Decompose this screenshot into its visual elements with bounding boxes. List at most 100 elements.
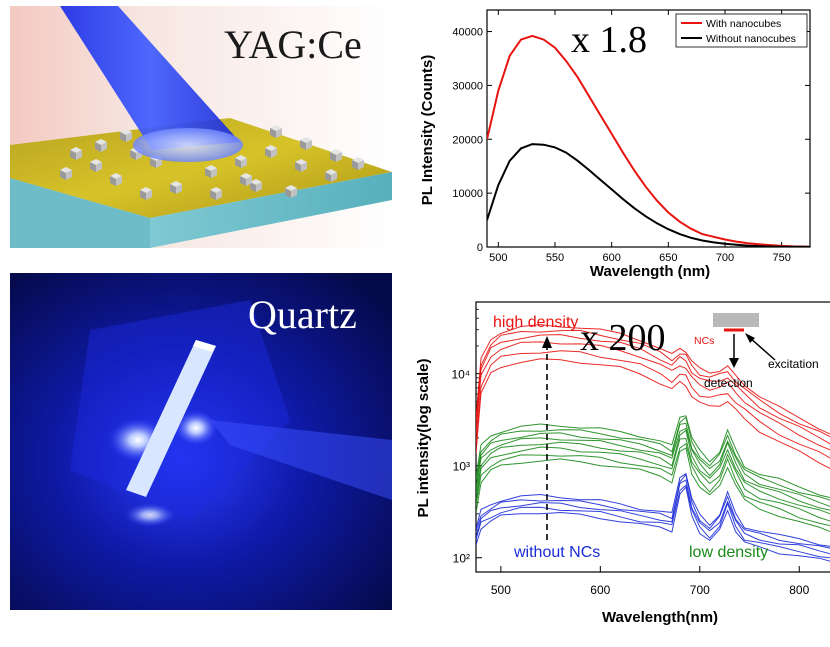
nanocube-side [66,170,72,180]
spectrum-without-NCs [476,472,830,547]
nanocube-side [271,148,277,158]
nanocube-side [241,158,247,168]
measurement-inset: NCs excitation detection [694,313,819,390]
quartz-slab-edge [193,340,216,352]
nanocube-side [170,184,176,194]
inset-excitation-label: excitation [768,357,819,371]
nanocube-side [90,162,96,172]
nanocube-side [60,170,66,180]
x-tick-label-b: 650 [659,252,677,264]
nanocube-side [110,176,116,186]
spectrum-without-NCs [476,484,830,559]
nanocube-side [295,162,301,172]
legend-with-nanocubes: With nanocubes [706,18,781,30]
x-tick-label-b: 700 [716,252,734,264]
nanocube-side [210,190,216,200]
panel-a-label: YAG:Ce [224,22,362,67]
x-tick-label-d: 800 [789,583,809,597]
nanocube-side [76,150,82,160]
nanocube-side [211,168,217,178]
x-axis-label-b: Wavelength (nm) [590,263,710,280]
spectrum-high-density [476,358,830,470]
spectrum-low-density [476,427,830,511]
x-tick-label-d: 700 [690,583,710,597]
nanocube-side [358,160,364,170]
plot-frame-d [475,301,830,573]
nanocube-side [216,190,222,200]
nanocube-side [156,158,162,168]
enhancement-factor-b: x 1.8 [571,19,647,61]
y-axis-label-b: PL Intensity (Counts) [419,55,436,206]
nanocube-side [250,182,256,192]
y-axis-label-d: PL intensity(log scale) [415,359,432,518]
nanocube-side [120,132,126,142]
series-without-nanocubes [487,143,810,247]
spectrum-without-NCs [476,479,830,555]
panel-yag-illustration: YAG:Ce [10,6,392,248]
nanocube-side [291,188,297,198]
spectrum-high-density [476,341,830,451]
y-tick-label-d: 10³ [453,460,470,474]
inset-detection-arrowhead [729,358,739,368]
nanocube-side [116,176,122,186]
nanocube-side [325,172,331,182]
nanocube-side [150,158,156,168]
spectrum-low-density [476,437,830,522]
spectrum-low-density [476,422,830,507]
nanocube-side [205,168,211,178]
nanocube-side [301,162,307,172]
laser-spot [133,128,243,162]
y-tick-label-b: 40000 [452,27,483,39]
nanocube-array [60,125,364,200]
substrate-side [10,178,150,248]
spectrum-high-density [476,329,830,438]
spectrum-without-NCs [476,486,830,562]
y-tick-label-b: 30000 [452,80,483,92]
nanocube-side [235,158,241,168]
nanocube-side [176,184,182,194]
annotation-high-density: high density [493,314,578,331]
substrate-front [150,172,392,248]
x-tick-label-b: 500 [489,252,507,264]
x-tick-label-d: 500 [491,583,511,597]
nanocube-side [96,162,102,172]
x-tick-label-b: 550 [546,252,564,264]
annotation-without-ncs: without NCs [513,544,600,561]
beam-streak [210,420,392,500]
scatter-glow-right [174,410,218,446]
legend-without-nanocubes: Without nanocubes [706,33,796,45]
nanocube-side [352,160,358,170]
y-tick-label-d: 10² [453,552,470,566]
spectrum-high-density [476,350,830,459]
x-tick-label-b: 750 [772,252,790,264]
nanocube-side [336,152,342,162]
series-with-nanocubes [487,34,810,247]
x-tick-label-b: 600 [602,252,620,264]
inset-excitation-arrow [748,336,776,361]
scatter-glow-bottom [124,503,176,527]
x-tick-label-d: 600 [590,583,610,597]
spectrum-low-density [476,429,830,515]
nanocube-side [240,176,246,186]
spectrum-high-density [476,324,830,435]
inset-ncs-label: NCs [694,335,714,347]
nanocube-side [146,190,152,200]
nanocube-side [285,188,291,198]
panel-quartz-photo: Quartz [10,273,392,610]
enhancement-factor-d: x 200 [580,317,666,359]
excitation-beam [60,6,240,150]
x-axis-label-d: Wavelength(nm) [602,609,718,626]
y-tick-label-d: 10⁴ [451,368,470,382]
nanocube-side [331,172,337,182]
inset-detection-label: detection [704,376,753,390]
inset-excitation-arrowhead [745,333,755,343]
nanocube-side [270,128,276,138]
spectrum-low-density [476,415,830,499]
y-tick-label-b: 20000 [452,134,483,146]
nanocube-side [101,142,107,152]
nanocube-side [330,152,336,162]
nanocube-side [126,132,132,142]
nanocube-side [306,140,312,150]
spectrum-high-density [476,334,830,445]
nanocube-side [265,148,271,158]
